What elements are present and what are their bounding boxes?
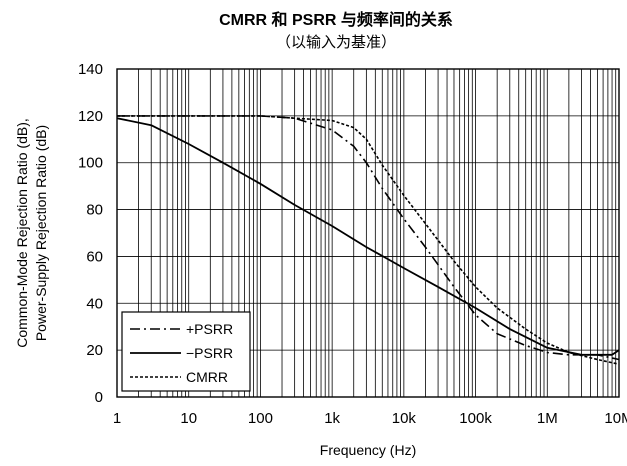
plot-frame (116, 68, 620, 398)
x-tick-label: 10M (604, 410, 627, 427)
series-line-neg-psrr (116, 117, 620, 356)
x-axis-label: Frequency (Hz) (320, 442, 416, 458)
legend-label-pos-psrr: +PSRR (186, 321, 233, 337)
series-line-cmrr (117, 115, 620, 365)
x-tick-label: 1 (113, 410, 121, 427)
y-tick-label: 100 (78, 155, 103, 172)
legend-label-neg-psrr: −PSRR (186, 345, 233, 361)
y-axis-label-line1: Common-Mode Rejection Ratio (dB), (14, 118, 30, 348)
chart-title: CMRR 和 PSRR 与频率间的关系 (219, 10, 453, 29)
x-tick-label: 1k (324, 410, 340, 427)
tick-labels: 1 10 100 1k 10k 100k 1M 10M 0 20 40 60 80 100 120 140 (78, 61, 627, 427)
legend: +PSRR −PSRR CMRR (121, 311, 251, 392)
series-lines (116, 115, 620, 365)
y-tick-label: 20 (86, 342, 103, 359)
x-tick-label: 100 (248, 410, 273, 427)
y-tick-label: 120 (78, 108, 103, 125)
chart-subtitle: （以输入为基准） (276, 33, 396, 51)
y-tick-label: 60 (86, 248, 103, 265)
y-tick-label: 80 (86, 202, 103, 219)
x-tick-label: 1M (537, 410, 558, 427)
legend-box (121, 311, 251, 392)
x-tick-label: 10k (392, 410, 417, 427)
x-tick-label: 100k (459, 410, 492, 427)
y-tick-label: 40 (86, 295, 103, 312)
y-axis-label-line2: Power-Supply Rejection Ratio (dB) (33, 125, 49, 341)
y-tick-label: 140 (78, 61, 103, 78)
legend-label-cmrr: CMRR (186, 369, 228, 385)
x-tick-label: 10 (180, 410, 197, 427)
y-tick-label: 0 (95, 389, 103, 406)
